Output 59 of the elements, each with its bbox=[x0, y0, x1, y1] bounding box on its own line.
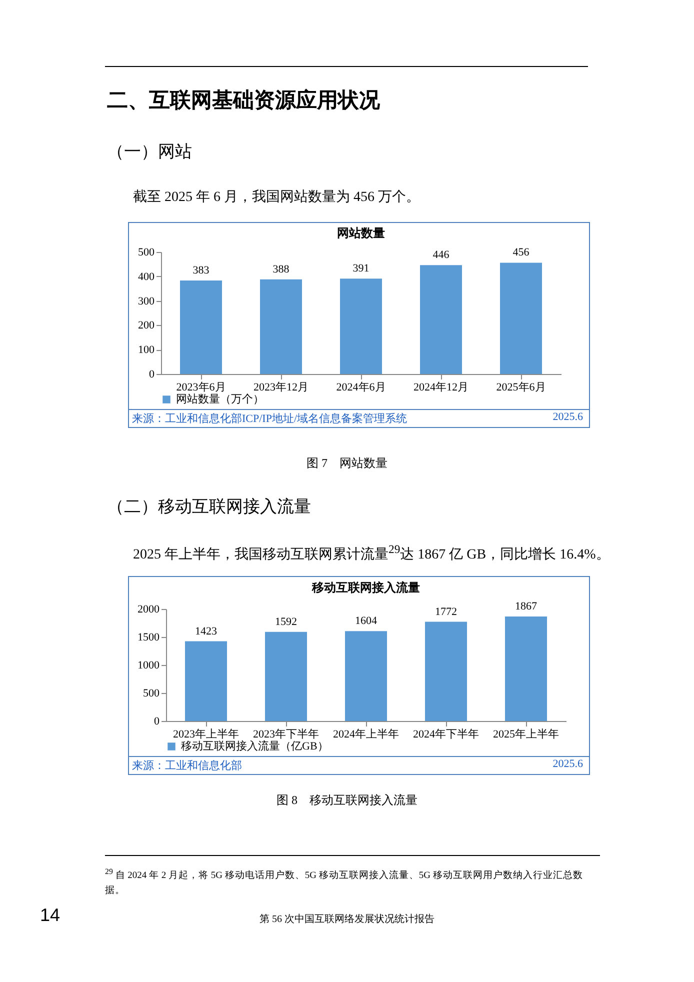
data-label: 391 bbox=[352, 262, 370, 275]
bar bbox=[185, 641, 227, 721]
data-label: 456 bbox=[512, 246, 530, 259]
text: 2025.6 bbox=[552, 758, 583, 772]
y-tick-label: 200 bbox=[138, 320, 155, 332]
data-label: 383 bbox=[192, 264, 210, 277]
bar bbox=[425, 622, 467, 721]
data-label: 388 bbox=[272, 263, 290, 276]
y-tick-label: 2000 bbox=[138, 604, 160, 616]
x-tick-label: 2024年上半年 bbox=[333, 728, 399, 740]
bar bbox=[265, 632, 307, 721]
legend-label: 移动互联网接入流量（亿GB） bbox=[181, 740, 328, 752]
x-tick-label: 2023年6月 bbox=[176, 382, 226, 394]
data-label: 1772 bbox=[435, 606, 457, 618]
bar bbox=[180, 280, 222, 374]
data-label: 1592 bbox=[275, 616, 297, 628]
data-label: 1604 bbox=[355, 615, 378, 628]
x-tick-label: 2024年6月 bbox=[336, 382, 386, 394]
y-tick-label: 400 bbox=[138, 270, 155, 283]
data-label: 1423 bbox=[195, 625, 218, 638]
bar bbox=[345, 631, 387, 721]
caption: 图 8 移动互联网接入流量 bbox=[276, 792, 418, 809]
data-label: 1867 bbox=[515, 600, 538, 612]
x-tick-label: 2023年下半年 bbox=[253, 728, 319, 740]
data-label: 446 bbox=[432, 249, 450, 262]
legend-label: 网站数量（万个） bbox=[176, 392, 264, 406]
x-tick-label: 2025年6月 bbox=[496, 382, 546, 394]
text: 2025 年上半年，我国移动互联网累计流量$^{29}$达 1867 亿 GB，同比增长 16.4%。 bbox=[133, 543, 610, 564]
text: 二、互联网基础资源应用状况 bbox=[107, 87, 380, 114]
source-note: 来源：工业和信息化部 bbox=[132, 758, 242, 773]
text: 截至 2025 年 6 月，我国网站数量为 456 万个。 bbox=[133, 188, 420, 206]
y-tick-label: 0 bbox=[154, 716, 160, 728]
x-tick-label: 2023年12月 bbox=[254, 382, 308, 394]
chart-title: 移动互联网接入流量 bbox=[311, 580, 420, 594]
text: （一）网站 bbox=[107, 141, 192, 163]
text: 14 bbox=[40, 905, 60, 926]
bar bbox=[260, 279, 302, 374]
text: $^{29}$ 自 2024 年 2 月起，将 5G 移动电话用户数、5G 移动互联网接入流量、5G 移动互联网用户数纳入行业汇总数据。 bbox=[105, 855, 600, 900]
bar bbox=[420, 265, 462, 374]
bar bbox=[505, 616, 547, 721]
caption: 图 7 网站数量 bbox=[306, 455, 388, 472]
y-tick-label: 300 bbox=[138, 295, 155, 308]
x-tick-label: 2023年上半年 bbox=[173, 728, 239, 740]
bar bbox=[500, 262, 542, 374]
y-tick-label: 500 bbox=[143, 688, 160, 700]
x-tick-label: 2024年下半年 bbox=[413, 728, 479, 740]
y-tick-label: 1000 bbox=[138, 660, 160, 672]
y-tick-label: 500 bbox=[138, 246, 155, 258]
x-tick-label: 2024年12月 bbox=[414, 382, 468, 394]
x-tick-label: 2025年上半年 bbox=[493, 728, 559, 740]
chart-title: 网站数量 bbox=[337, 226, 385, 240]
y-tick-label: 100 bbox=[138, 344, 155, 356]
bar bbox=[340, 278, 382, 374]
source-note: 来源：工业和信息化部ICP/IP地址/域名信息备案管理系统 bbox=[132, 412, 408, 426]
text: （二）移动互联网接入流量 bbox=[107, 496, 311, 518]
text: 第 56 次中国互联网络发展状况统计报告 bbox=[260, 914, 434, 925]
text: 2025.6 bbox=[552, 411, 583, 425]
y-tick-label: 1500 bbox=[138, 632, 160, 644]
y-tick-label: 0 bbox=[149, 368, 155, 380]
